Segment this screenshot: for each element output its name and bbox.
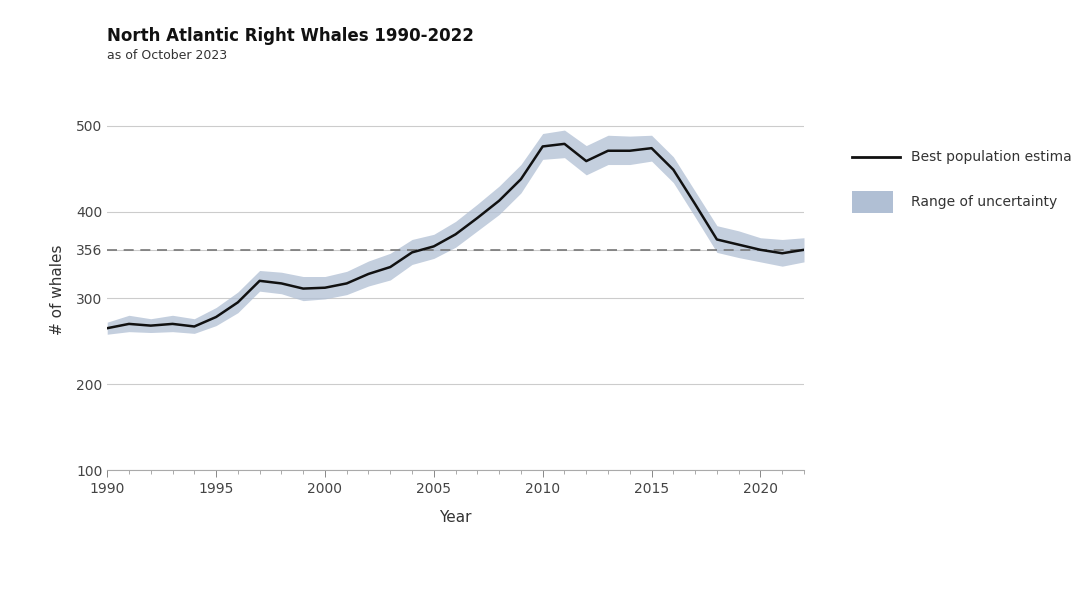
Text: as of October 2023: as of October 2023 [107, 49, 227, 63]
Text: Range of uncertainty: Range of uncertainty [911, 195, 1057, 209]
X-axis label: Year: Year [440, 510, 472, 525]
Text: North Atlantic Right Whales 1990-2022: North Atlantic Right Whales 1990-2022 [107, 27, 474, 45]
Y-axis label: # of whales: # of whales [50, 244, 64, 335]
Text: Best population estimate: Best population estimate [911, 150, 1072, 164]
